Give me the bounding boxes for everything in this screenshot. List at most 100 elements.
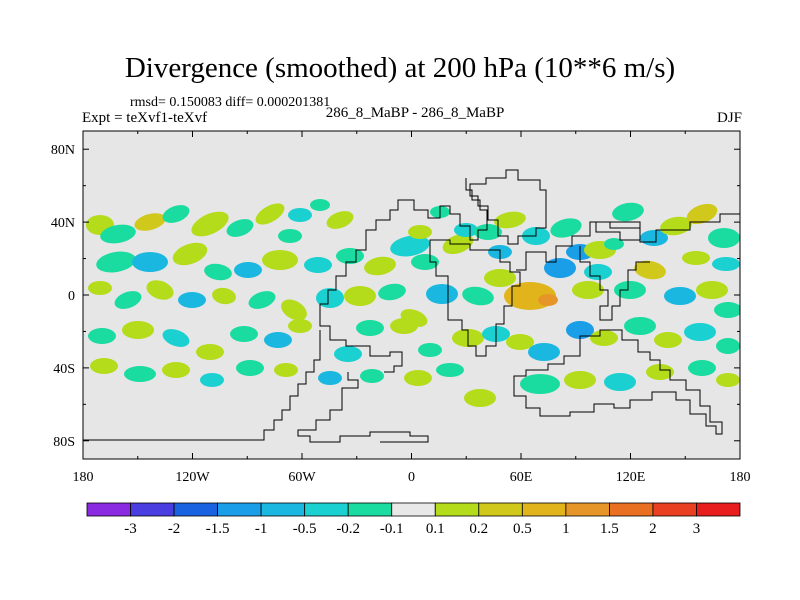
x-tick-label: 180: [730, 470, 751, 485]
contour-blob: [172, 242, 208, 266]
contour-blob: [682, 251, 710, 265]
x-tick-label: 120E: [616, 470, 646, 485]
contour-blob: [646, 364, 674, 380]
contour-blob: [624, 317, 656, 335]
contour-blob: [236, 360, 264, 376]
contour-blob: [484, 269, 516, 287]
colorbar-label: -3: [124, 521, 137, 537]
colorbar-label: 0.2: [469, 521, 488, 537]
contour-blob: [474, 224, 502, 240]
colorbar-swatch: [304, 502, 349, 517]
colorbar-swatch: [478, 502, 523, 517]
contour-blob: [162, 362, 190, 378]
contour-blob: [212, 287, 236, 305]
contour-blob: [462, 286, 494, 306]
contour-blob: [318, 371, 342, 385]
coastline-south-america-east: [297, 372, 429, 443]
contour-blob: [124, 366, 156, 382]
season-label: DJF: [716, 110, 742, 126]
contour-blob: [688, 360, 716, 376]
contour-blob: [538, 294, 558, 306]
contour-blob: [134, 213, 166, 231]
contour-blob: [326, 211, 354, 229]
colorbar-label: 1.5: [600, 521, 619, 537]
center-label: 286_8_MaBP - 286_8_MaBP: [325, 105, 505, 121]
x-tick-label: 120W: [175, 470, 210, 485]
contour-blob: [660, 216, 692, 236]
experiment-label: Expt = teXvf1-teXvf: [82, 110, 208, 126]
contour-blob: [494, 211, 526, 229]
contour-blob: [356, 320, 384, 336]
contour-blob: [316, 288, 344, 308]
contour-blob: [604, 238, 624, 250]
colorbar-label: 3: [693, 521, 701, 537]
x-axis: 180 120W 60W 0 60E 120E 180: [73, 131, 751, 485]
contour-blob: [716, 338, 740, 354]
contour-blob: [604, 373, 636, 391]
contour-blob: [454, 223, 478, 237]
contour-blob: [714, 302, 740, 318]
coastline-japan: [595, 221, 641, 241]
contour-blob: [114, 291, 142, 309]
contour-blob: [614, 281, 646, 299]
contour-blob: [550, 218, 582, 238]
contour-blob: [696, 281, 728, 299]
colorbar-swatch: [609, 502, 654, 517]
contour-blob: [506, 334, 534, 350]
contour-blob: [122, 321, 154, 339]
contour-blob: [572, 281, 604, 299]
contour-blob: [390, 235, 430, 257]
contour-blob: [364, 256, 396, 276]
colorbar-swatch: [86, 502, 131, 517]
colorbar-swatch: [260, 502, 306, 517]
contour-blob: [584, 264, 612, 280]
contour-blob: [590, 330, 618, 346]
contour-blob: [336, 248, 364, 264]
coastline-greenland: [469, 169, 547, 245]
contour-blob: [334, 346, 362, 362]
contour-blob: [411, 254, 439, 270]
chart-title: Divergence (smoothed) at 200 hPa (10**6 …: [124, 52, 676, 84]
contour-blob: [464, 389, 496, 407]
contour-blob: [634, 260, 666, 280]
colorbar-label: -0.1: [380, 521, 404, 537]
colorbar-label: -1.5: [206, 521, 230, 537]
colorbar-label: -0.5: [293, 521, 317, 537]
contour-blob: [408, 225, 432, 239]
coastline-africa: [429, 239, 521, 357]
colorbar-swatch: [652, 502, 697, 517]
contour-blob: [664, 287, 696, 305]
contour-blob: [528, 343, 560, 361]
x-tick-label: 180: [73, 470, 94, 485]
contour-blob: [654, 332, 682, 348]
rmsd-label: rmsd= 0.150083 diff= 0.000201381: [130, 95, 331, 110]
colorbar-swatch: [173, 502, 218, 517]
contour-blob: [196, 344, 224, 360]
contour-blob: [262, 250, 298, 270]
contour-blob: [712, 257, 740, 271]
contour-blob: [178, 292, 206, 308]
colorbar-swatch: [347, 502, 393, 517]
contour-blob: [226, 219, 254, 237]
contour-blob: [404, 370, 432, 386]
colorbar-swatch: [521, 502, 567, 517]
colorbar-swatch: [565, 502, 610, 517]
colorbar-label: -2: [168, 521, 181, 537]
contour-blob: [204, 263, 232, 281]
coastlines: [83, 169, 740, 443]
contour-blob: [418, 343, 442, 357]
contour-blob: [274, 363, 298, 377]
colorbar-label: -1: [255, 521, 268, 537]
coastline-asia-south: [579, 246, 650, 321]
contour-blob: [426, 284, 458, 304]
contour-blob: [310, 199, 330, 211]
plot-area: [82, 130, 741, 460]
contour-blob: [288, 208, 312, 222]
y-tick-label: 40N: [51, 216, 75, 231]
contour-blob: [200, 373, 224, 387]
contour-blob: [612, 202, 644, 222]
colorbar-label: 0.1: [426, 521, 445, 537]
contour-blob: [191, 211, 229, 237]
x-tick-label: 0: [408, 470, 415, 485]
